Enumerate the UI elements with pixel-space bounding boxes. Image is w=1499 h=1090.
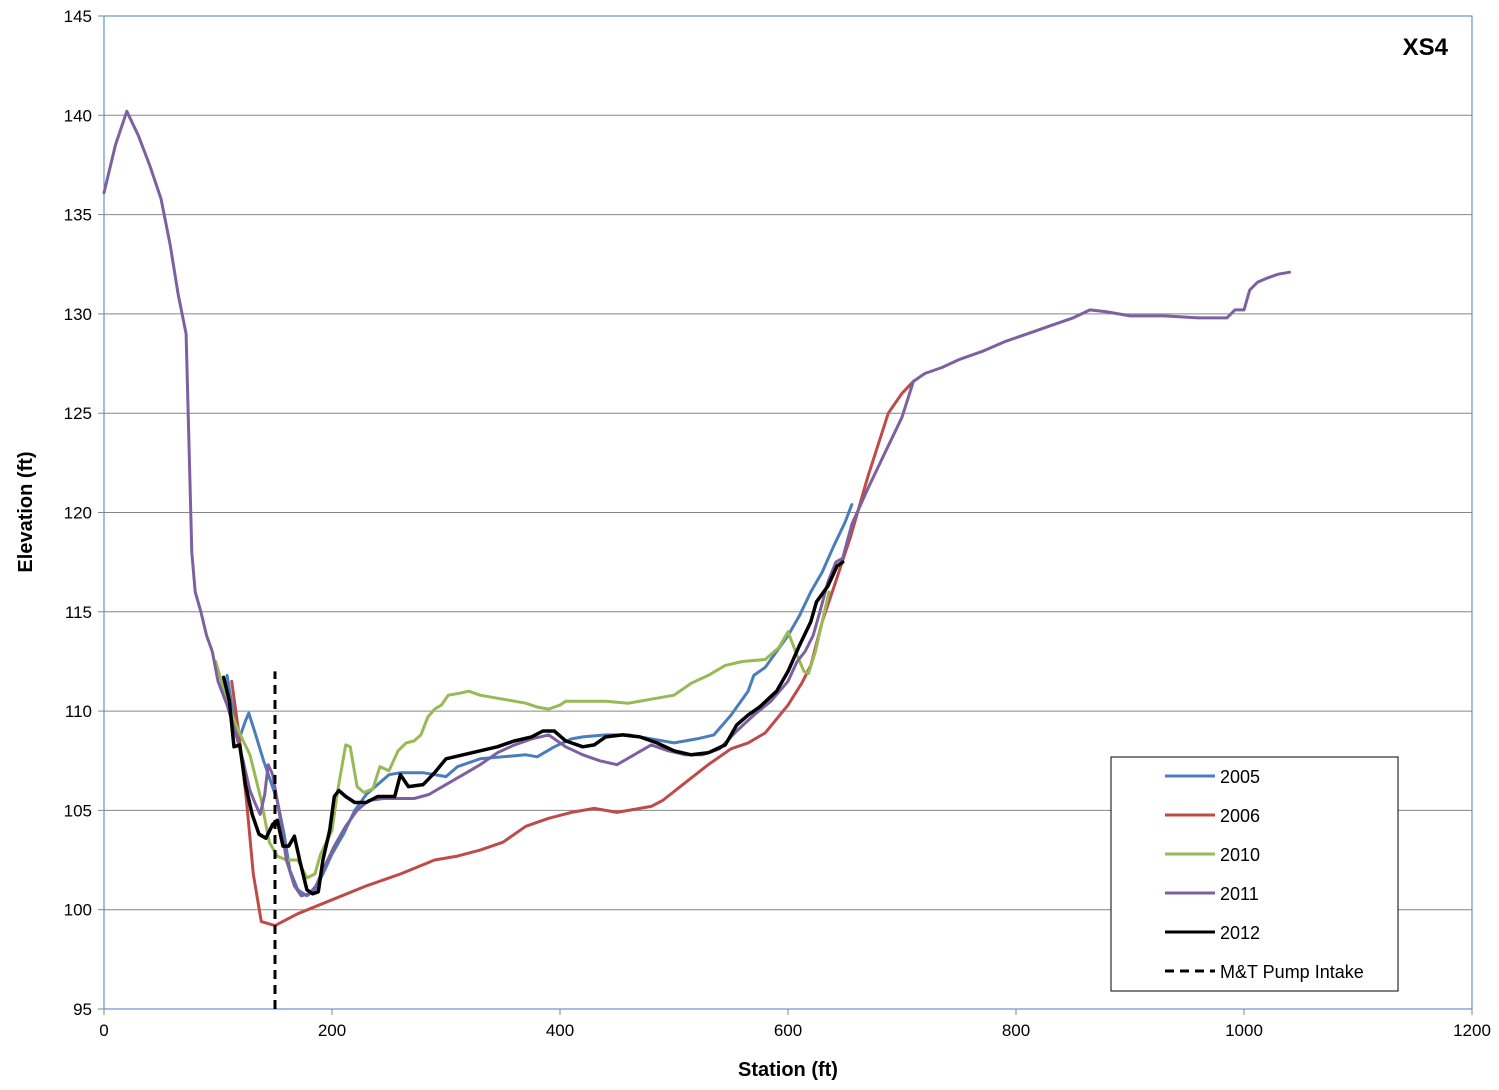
legend-label: 2010 — [1220, 845, 1260, 865]
x-tick-label: 600 — [774, 1021, 802, 1040]
chart-title: XS4 — [1403, 34, 1449, 61]
series-line-2010 — [214, 590, 831, 880]
legend-label: 2011 — [1220, 884, 1259, 904]
legend-label: 2006 — [1220, 806, 1260, 826]
legend-label: M&T Pump Intake — [1220, 962, 1364, 982]
x-tick-label: 400 — [546, 1021, 574, 1040]
y-axis-ticks: 95 100 105 110 115 120 125 130 135 140 145 — [64, 7, 104, 1019]
legend: 2005 2006 2010 2011 2012 M&T Pump Intake — [1110, 756, 1399, 992]
legend-label: 2012 — [1220, 923, 1260, 943]
series-layer — [102, 109, 1292, 1009]
series-line-2012 — [221, 560, 845, 896]
y-axis-title: Elevation (ft) — [15, 451, 37, 572]
y-tick-label: 140 — [64, 106, 92, 125]
y-tick-label: 135 — [64, 206, 92, 225]
y-tick-label: 145 — [64, 7, 92, 26]
y-tick-label: 105 — [64, 801, 92, 820]
y-tick-label: 130 — [64, 305, 92, 324]
y-tick-label: 100 — [64, 901, 92, 920]
legend-label: 2005 — [1220, 767, 1260, 787]
legend-box — [1110, 756, 1399, 992]
x-tick-label: 1200 — [1453, 1021, 1491, 1040]
y-tick-label: 120 — [64, 504, 92, 523]
x-axis-ticks: 0 200 400 600 800 1000 1200 — [99, 1009, 1491, 1040]
y-tick-label: 125 — [64, 404, 92, 423]
y-tick-label: 110 — [65, 702, 92, 721]
x-tick-label: 0 — [99, 1021, 108, 1040]
y-tick-label: 95 — [73, 1000, 92, 1019]
x-tick-label: 800 — [1002, 1021, 1030, 1040]
x-axis-title: Station (ft) — [738, 1059, 838, 1081]
y-tick-label: 115 — [65, 603, 92, 622]
x-tick-label: 200 — [318, 1021, 346, 1040]
x-tick-label: 1000 — [1225, 1021, 1263, 1040]
